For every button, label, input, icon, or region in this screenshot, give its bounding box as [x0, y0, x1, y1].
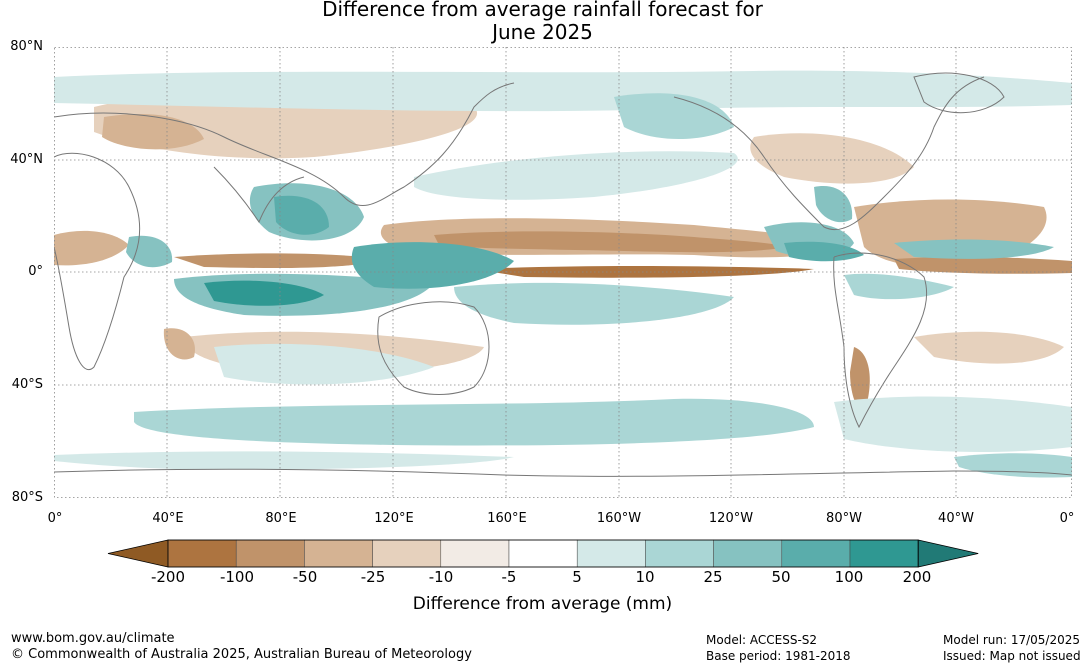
- rainfall-anomaly-map: [54, 47, 1072, 498]
- legend-color-segment: [508, 539, 578, 568]
- footer-base-period: Base period: 1981-2018: [706, 649, 851, 663]
- footer-model-run: Model run: 17/05/2025: [943, 633, 1081, 647]
- wet-region-south-china-sea: [274, 195, 329, 235]
- legend-tick-label: -25: [360, 568, 386, 586]
- legend-color-segment: [645, 539, 714, 568]
- dry-region-tropical-pacific-core: [434, 231, 789, 253]
- coast-africa: [54, 152, 141, 370]
- chart-title-line2: June 2025: [492, 20, 593, 44]
- legend-color-segment: [713, 539, 783, 568]
- lon-label-120w: 120°W: [708, 511, 754, 526]
- wet-region-north-pacific: [614, 93, 734, 139]
- lon-label-40w: 40°W: [938, 511, 974, 526]
- legend-color-segment: [304, 539, 373, 568]
- wet-region-indian-ocean-core: [204, 280, 324, 306]
- lon-label-80w: 80°W: [826, 511, 862, 526]
- wet-region-gulf: [814, 186, 853, 223]
- lat-label-40s: 40°S: [11, 377, 43, 392]
- colorbar-segments: [107, 539, 979, 568]
- footer-copyright: © Commonwealth of Australia 2025, Austra…: [11, 647, 472, 662]
- legend-tick-label: 25: [703, 568, 723, 586]
- legend-tick-label: -200: [150, 568, 186, 586]
- dry-region-south-america-south: [850, 347, 870, 410]
- legend-color-segment: [372, 539, 442, 568]
- wet-region-south-indian: [214, 343, 434, 385]
- coast-eurasia: [54, 82, 515, 207]
- lon-label-40e: 40°E: [152, 511, 184, 526]
- chart-title-line1: Difference from average rainfall forecas…: [322, 0, 763, 21]
- legend-tick-label: -5: [501, 568, 517, 586]
- dry-region-south-atlantic: [914, 331, 1064, 364]
- dry-region-middle-east: [102, 113, 204, 150]
- legend-tick-label: -100: [219, 568, 255, 586]
- legend-frame: [167, 539, 919, 568]
- coast-greenland: [913, 72, 1005, 114]
- legend-color-segment: [849, 539, 919, 568]
- legend-tick-label: -50: [292, 568, 318, 586]
- legend-tick-label: 5: [572, 568, 582, 586]
- legend-tick-label: 200: [902, 568, 932, 586]
- wet-region-southern-ocean: [134, 398, 814, 446]
- legend-color-segment: [576, 539, 646, 568]
- wet-region-arabian-sea: [126, 235, 173, 268]
- wet-region-southern-ocean-east: [834, 396, 1072, 453]
- lon-label-80e: 80°E: [265, 511, 297, 526]
- lat-label-40n: 40°N: [10, 152, 43, 167]
- lon-label-0-right: 0°: [1059, 511, 1075, 526]
- map-canvas: [54, 47, 1072, 498]
- coast-south-america: [833, 252, 928, 429]
- lat-label-80s: 80°S: [11, 490, 43, 505]
- footer-model: Model: ACCESS-S2: [706, 633, 818, 647]
- legend-tick-label: 10: [635, 568, 655, 586]
- dry-region-atlantic-equator: [894, 256, 1072, 274]
- legend-tick-label: 50: [771, 568, 791, 586]
- graticule: [54, 47, 1072, 498]
- legend-title: Difference from average (mm): [412, 594, 673, 614]
- coast-antarctica: [54, 468, 1072, 477]
- wet-region-antarctic-rim: [54, 451, 514, 470]
- legend-tick-label: -10: [428, 568, 454, 586]
- wet-region-maritime-continent: [351, 242, 514, 289]
- lon-label-0: 0°: [47, 511, 63, 526]
- dry-region-north-america: [750, 133, 914, 184]
- legend-arrow-low: [107, 539, 169, 568]
- footer-website: www.bom.gov.au/climate: [11, 631, 175, 646]
- wet-region-arctic: [54, 70, 1072, 112]
- legend-color-segment: [440, 539, 510, 568]
- legend-color-segment: [781, 539, 851, 568]
- dry-region-equator-band: [174, 253, 384, 269]
- dry-region-madagascar: [163, 328, 195, 360]
- wet-region-atlantic-itcz: [894, 239, 1054, 259]
- wet-anomaly-regions: [54, 70, 1072, 478]
- lon-label-160w: 160°W: [596, 511, 642, 526]
- wet-region-west-pacific-south: [454, 282, 734, 325]
- coast-north-america: [673, 76, 985, 231]
- dry-region-africa-west: [54, 230, 129, 266]
- footer-issued: Issued: Map not issued: [943, 649, 1081, 663]
- legend-arrow-high: [917, 539, 979, 568]
- legend-color-segment: [235, 539, 305, 568]
- lon-label-160e: 160°E: [487, 511, 527, 526]
- wet-region-north-pacific-band: [414, 151, 738, 200]
- lat-label-80n: 80°N: [10, 39, 43, 54]
- coastlines: [54, 72, 1072, 477]
- coast-india: [213, 166, 305, 224]
- coast-australia: [377, 301, 490, 395]
- legend-colorbar: [107, 539, 979, 568]
- legend-tick-label: 100: [834, 568, 864, 586]
- lon-label-120e: 120°E: [374, 511, 414, 526]
- legend-color-segment: [167, 539, 237, 568]
- lat-label-0: 0°: [28, 264, 43, 279]
- dry-region-equator-pacific: [474, 266, 814, 278]
